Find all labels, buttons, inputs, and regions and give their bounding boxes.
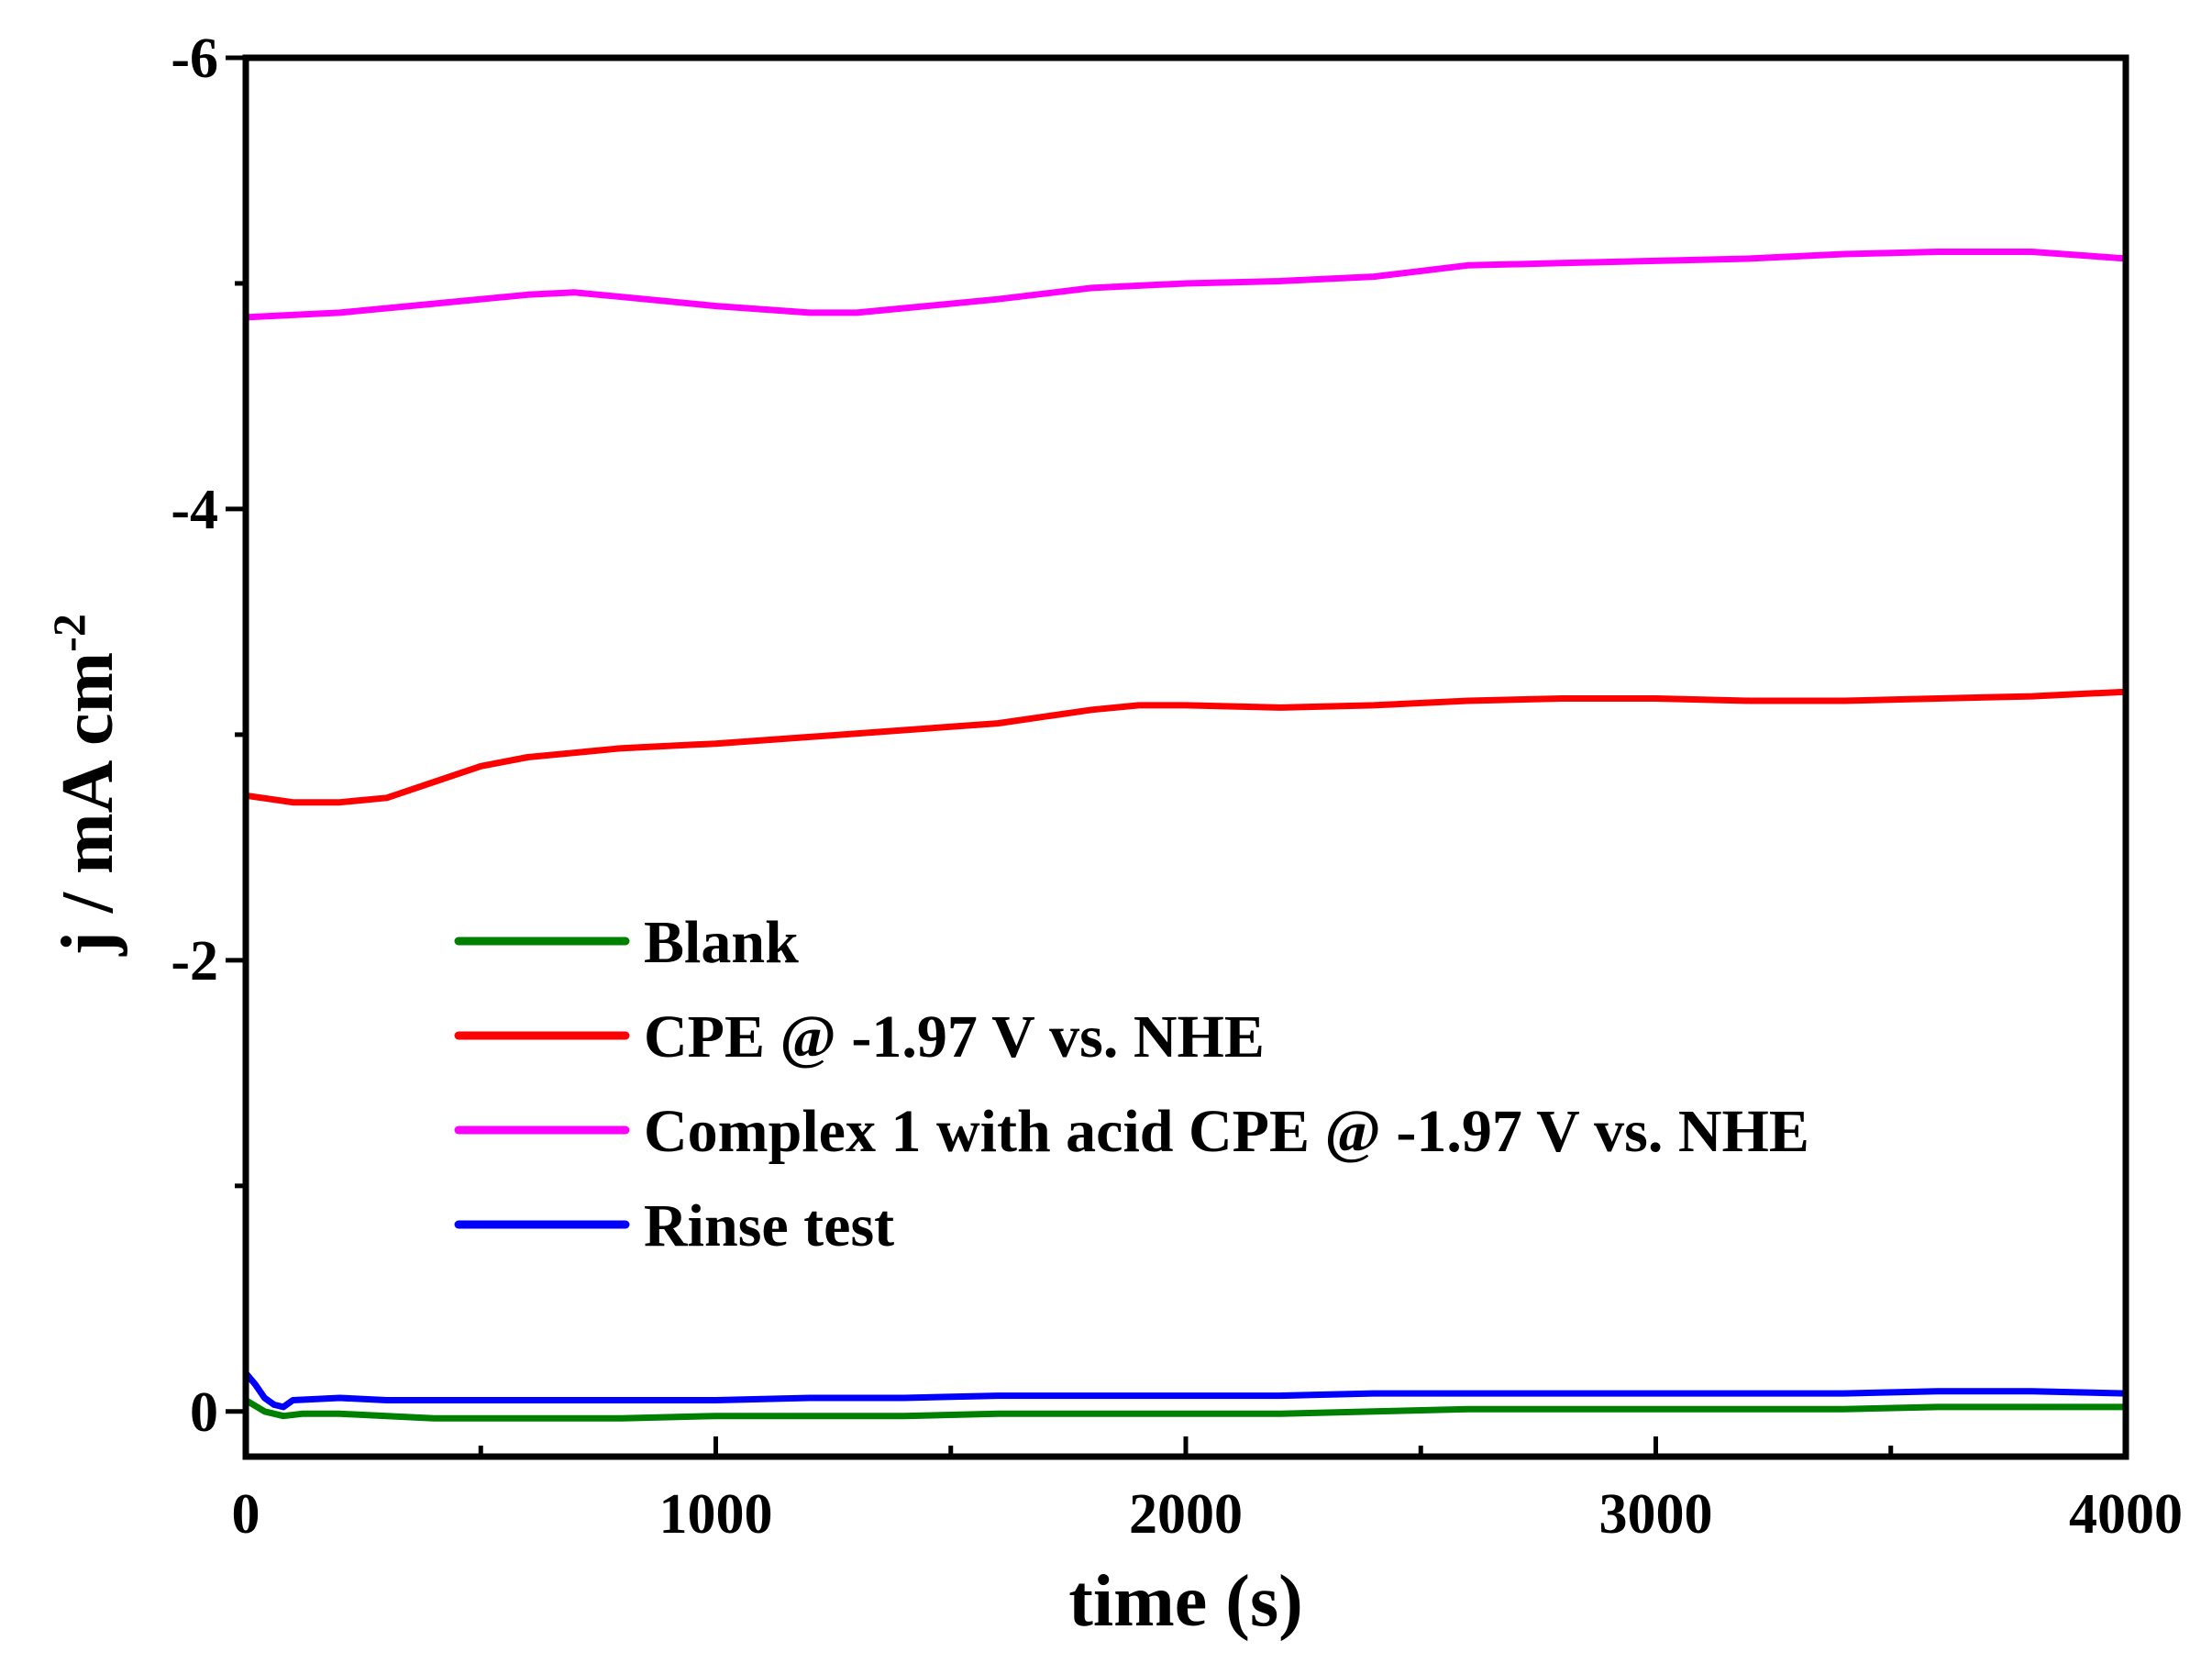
legend-label-2: Complex 1 with acid CPE @ -1.97 V vs. NH… [644,1098,1809,1165]
y-axis-title-main: j / mA cm [48,652,128,957]
series-layer [242,249,2129,1422]
legend-label-3: Rinse test [644,1192,894,1259]
series-line-0 [242,1397,2129,1422]
series-line-2 [242,249,2129,321]
y-tick-label: -2 [171,930,218,992]
x-tick-label: 1000 [659,1483,773,1546]
x-tick-label: 2000 [1129,1483,1243,1546]
x-tick-label: 4000 [2069,1483,2183,1546]
y-tick-label: -4 [171,479,218,541]
x-axis-title: time (s) [1068,1561,1302,1642]
series-line-1 [242,688,2129,806]
legend: Blank CPE @ -1.97 V vs. NHE Complex 1 with… [454,909,1809,1259]
legend-label-1: CPE @ -1.97 V vs. NHE [644,1003,1265,1070]
series-line-3 [242,1369,2129,1411]
y-tick-label: -6 [171,28,218,90]
ticks-layer: 0 1000 2000 3000 4000 0 -2 -4 -6 [171,28,2183,1546]
y-axis-title: j / mA cm-2 [43,614,128,957]
y-tick-label: 0 [190,1381,218,1444]
x-tick-label: 0 [232,1483,260,1546]
legend-label-0: Blank [644,909,799,976]
y-axis-title-superscript: -2 [43,614,94,652]
x-tick-label: 3000 [1599,1483,1713,1546]
